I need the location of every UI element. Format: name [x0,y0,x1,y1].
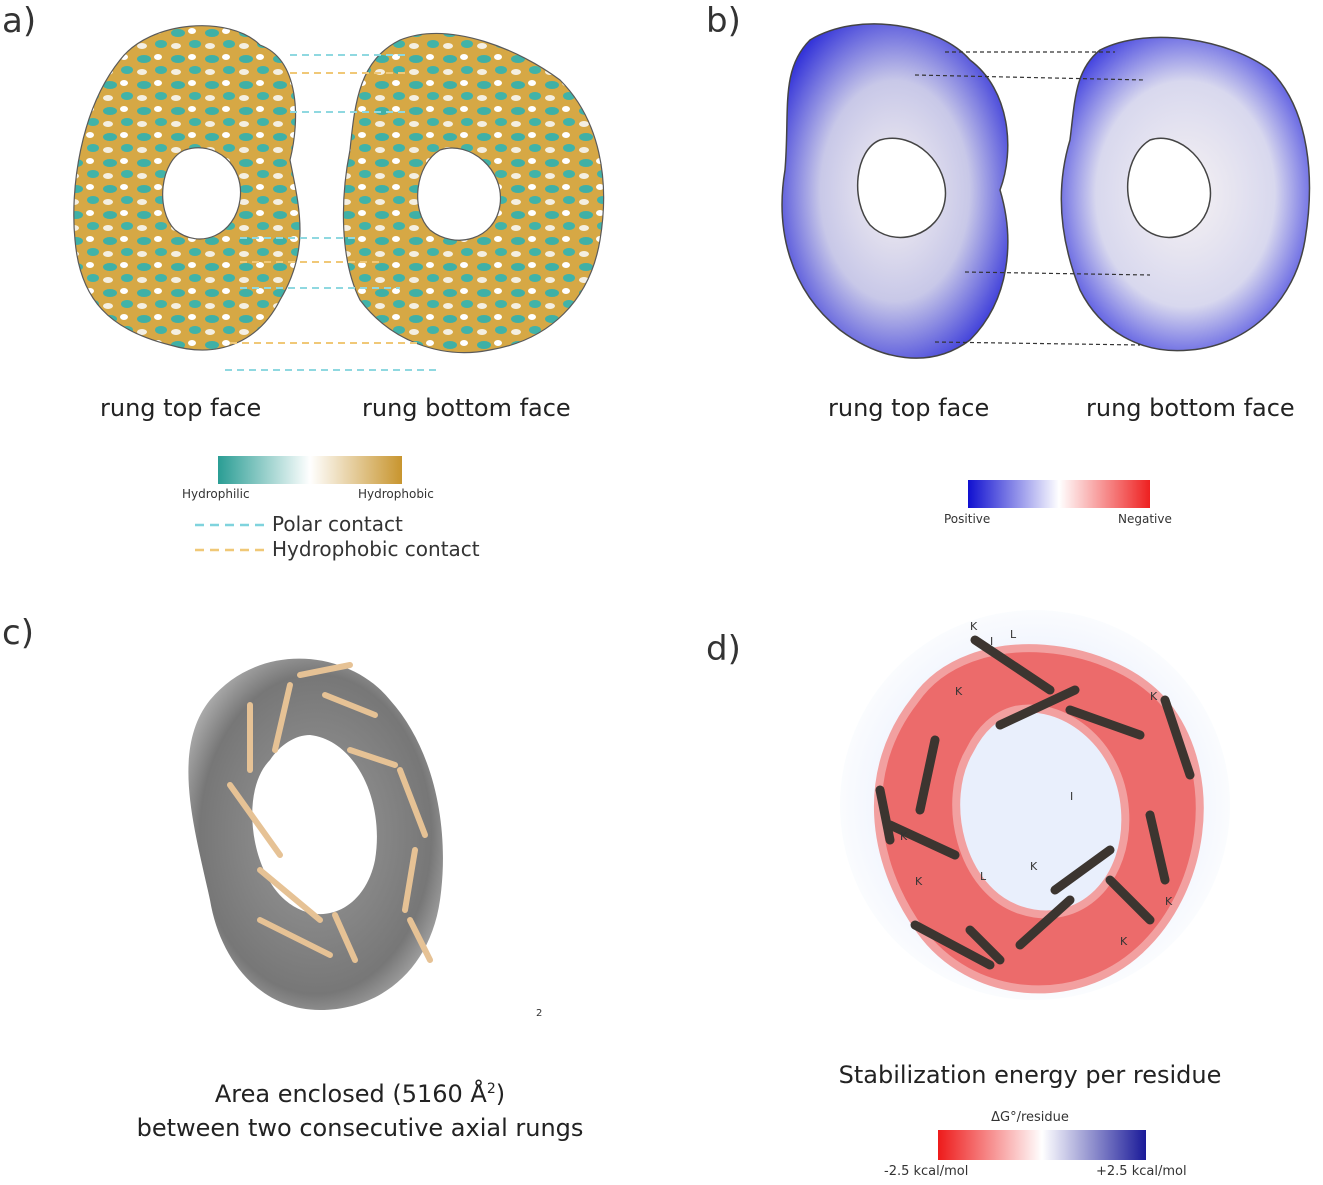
panel-b-caption-left: rung top face [828,394,990,422]
panel-b-caption-right: rung bottom face [1086,394,1295,422]
right-rung-bottom-face-electrostatic [1060,36,1311,352]
panel-b-electrostatic-surface [781,23,1311,359]
panel-c-beta-strands [227,662,433,963]
legend-hydrophobic-contact-label: Hydrophobic contact [272,537,480,561]
panel-d-ring-body [873,644,1204,994]
panel-b-colorbar [968,480,1150,508]
panel-a-contact-lines [225,54,440,371]
panel-a-caption-right: rung bottom face [362,394,571,422]
panel-d-caption: Stabilization energy per residue [838,1061,1222,1089]
panel-c-caption-suffix: ) [495,1080,506,1108]
panel-d-colorbar-max-label: +2.5 kcal/mol [1096,1164,1187,1179]
residue-k-3: K [1150,690,1158,703]
panel-b-colorbar-min-label: Positive [944,512,991,526]
panel-c-label: c) [2,613,34,653]
residue-l-1: L [1010,628,1017,641]
panel-c-caption-line1: Area enclosed (5160 Å2) [100,1080,620,1108]
residue-k-2: K [955,685,963,698]
panel-b-label: b) [706,1,741,41]
panel-a-caption-left: rung top face [100,394,262,422]
residue-l-2: L [980,870,987,883]
panel-d-colorbar [938,1130,1146,1160]
right-rung-bottom-face [342,32,605,354]
panel-a-colorbar [218,456,402,484]
panel-a-label: a) [2,1,37,41]
panel-d-residue-markers: K I L K K K K K K K I L [900,620,1173,948]
panel-c-surface-with-strands [188,658,443,1010]
panel-d-label: d) [706,629,741,669]
panel-d-colorbar-title: ΔG°/residue [991,1110,1069,1125]
panel-c-ring-surface [188,658,443,1010]
panel-c-stray-mark: 2 [536,1008,543,1019]
panel-a-colorbar-max-label: Hydrophobic [358,487,434,501]
left-rung-top-face-electrostatic [781,23,1009,359]
residue-k-5: K [915,875,923,888]
left-rung-top-face [73,25,301,351]
panel-b-colorbar-max-label: Negative [1118,512,1172,526]
panel-c-caption-line2: between two consecutive axial rungs [136,1114,584,1142]
panel-a-hydrophobicity-surface [73,25,605,371]
panel-d-energy-ring: K I L K K K K K K K I L [840,610,1230,1000]
residue-k-8: K [1030,860,1038,873]
panel-d-colorbar-min-label: -2.5 kcal/mol [884,1164,969,1179]
residue-i-1: I [990,635,993,648]
legend-polar-contact-label: Polar contact [272,512,403,536]
panel-d-strand-arrows [875,635,1195,970]
panel-c-caption-prefix: Area enclosed (5160 Å [214,1080,487,1108]
residue-k-1: K [970,620,978,633]
panel-a-legend-swatches [195,523,267,552]
residue-k-6: K [1165,895,1173,908]
residue-k-4: K [900,830,908,843]
residue-i-2: I [1070,790,1073,803]
panel-c-caption-sup: 2 [486,1081,496,1097]
panel-a-colorbar-min-label: Hydrophilic [182,487,250,501]
residue-k-7: K [1120,935,1128,948]
panel-b-contact-lines [914,51,1151,346]
